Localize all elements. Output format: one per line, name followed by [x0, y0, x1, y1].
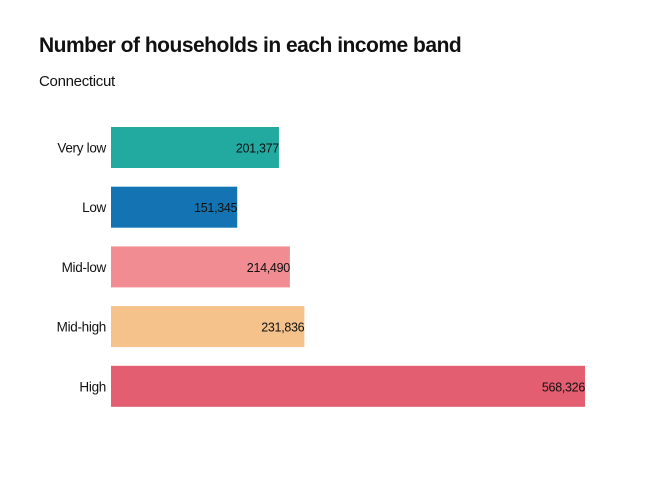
category-label-high: High — [79, 379, 106, 394]
bar-high — [111, 365, 585, 407]
bar-very-low — [111, 127, 279, 168]
bar-mid-high — [111, 306, 305, 348]
value-label-mid-low: 214,490 — [247, 261, 290, 275]
chart-subtitle: Connecticut — [39, 73, 115, 90]
chart-title: Number of households in each income band — [39, 34, 462, 57]
value-label-very-low: 201,377 — [236, 142, 279, 156]
category-label-mid-high: Mid-high — [57, 320, 106, 335]
value-label-high: 568,326 — [542, 380, 585, 394]
bar-low — [111, 186, 238, 228]
category-label-mid-low: Mid-low — [62, 260, 107, 275]
category-label-low: Low — [82, 200, 106, 215]
bars-group: Very low 201,377 Low 151,345 Mid-low 214,490 M… — [57, 127, 586, 407]
value-label-low: 151,345 — [194, 201, 237, 215]
bar-mid-low — [111, 246, 290, 288]
category-label-very-low: Very low — [57, 141, 106, 156]
value-label-mid-high: 231,836 — [261, 321, 304, 335]
